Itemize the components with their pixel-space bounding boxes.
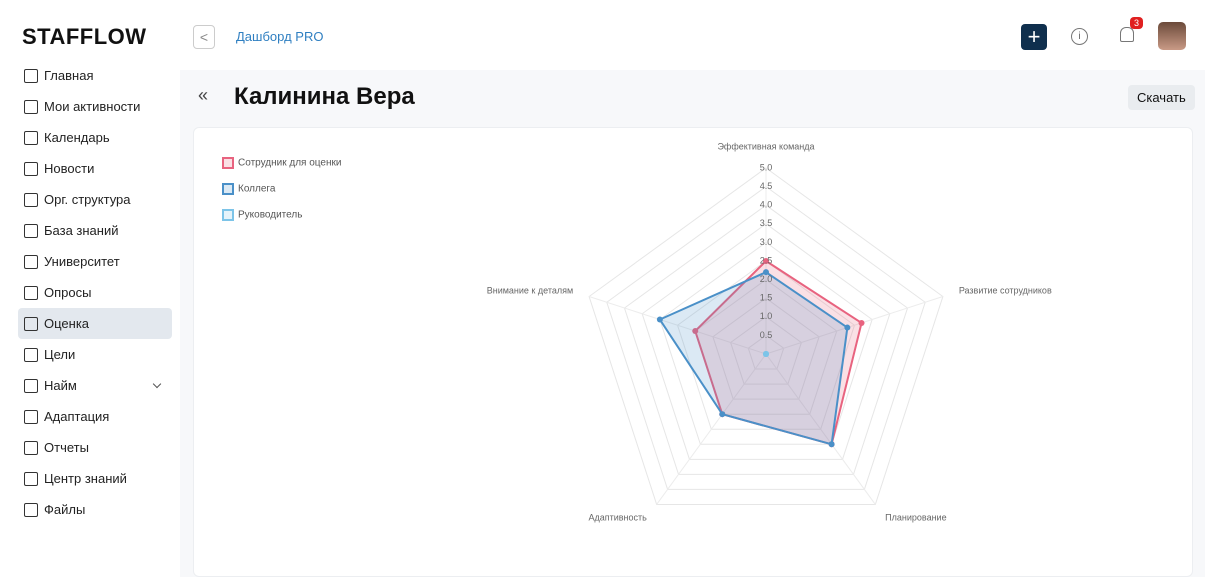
nav-label: Новости (44, 161, 94, 176)
nav-item[interactable]: Мои активности (18, 91, 172, 122)
nav-icon (24, 224, 38, 238)
nav-item[interactable]: Центр знаний (18, 463, 172, 494)
nav-icon (24, 472, 38, 486)
collapse-button[interactable]: « (198, 85, 208, 106)
tick-label: 2.0 (760, 274, 773, 284)
tick-label: 4.0 (760, 200, 773, 210)
legend-swatch (223, 158, 233, 168)
page-title: Калинина Вера (234, 83, 415, 111)
axis-label: Внимание к деталям (487, 286, 573, 296)
notifications[interactable] (1120, 27, 1134, 42)
nav-icon (24, 193, 38, 207)
tick-label: 3.5 (760, 218, 773, 228)
legend-label: Сотрудник для оценки (238, 158, 341, 169)
nav-item[interactable]: Отчеты (18, 432, 172, 463)
nav-label: Университет (44, 254, 120, 269)
axis-label: Адаптивность (588, 512, 647, 522)
notification-badge: 3 (1130, 17, 1143, 29)
legend-swatch (223, 184, 233, 194)
series-point (829, 441, 835, 447)
nav-label: Главная (44, 68, 93, 83)
nav-icon (24, 317, 38, 331)
chart: Эффективная команда Развитие сотрудников П… (194, 128, 1192, 576)
nav-label: База знаний (44, 223, 119, 238)
tick-label: 4.5 (760, 181, 773, 191)
axis-label: Эффективная команда (717, 142, 814, 152)
nav-label: Найм (44, 378, 77, 393)
nav-icon (24, 131, 38, 145)
nav-item[interactable]: Найм (18, 370, 172, 401)
nav-item[interactable]: Новости (18, 153, 172, 184)
legend-label: Коллега (238, 184, 276, 195)
nav-item[interactable]: Календарь (18, 122, 172, 153)
tick-label: 0.5 (760, 330, 773, 340)
nav-label: Календарь (44, 130, 110, 145)
nav-label: Орг. структура (44, 192, 131, 207)
nav-label: Оценка (44, 316, 89, 331)
back-button[interactable]: < (193, 25, 215, 49)
tick-label: 2.5 (760, 255, 773, 265)
nav-item[interactable]: Оценка (18, 308, 172, 339)
nav-icon (24, 69, 38, 83)
legend-label: Руководитель (238, 210, 302, 221)
tick-label: 1.0 (760, 311, 773, 321)
breadcrumb[interactable]: Дашборд PRO (236, 29, 323, 44)
nav-label: Цели (44, 347, 75, 362)
nav-item[interactable]: Адаптация (18, 401, 172, 432)
nav-item[interactable]: Цели (18, 339, 172, 370)
sidebar: Главная Мои активности Календарь Новости Орг… (18, 60, 172, 525)
series-point (763, 351, 769, 357)
axis-label: Планирование (885, 512, 946, 522)
series-point (719, 411, 725, 417)
nav-icon (24, 348, 38, 362)
add-button[interactable]: + (1021, 24, 1047, 50)
download-button[interactable]: Скачать (1128, 85, 1195, 110)
axis-label: Развитие сотрудников (959, 286, 1052, 296)
nav-item[interactable]: Файлы (18, 494, 172, 525)
tick-label: 1.5 (760, 293, 773, 303)
avatar[interactable] (1158, 22, 1186, 50)
nav-item[interactable]: База знаний (18, 215, 172, 246)
nav-item[interactable]: Главная (18, 60, 172, 91)
nav-label: Отчеты (44, 440, 89, 455)
nav-item[interactable]: Опросы (18, 277, 172, 308)
nav-icon (24, 100, 38, 114)
tick-label: 3.0 (760, 237, 773, 247)
nav-label: Мои активности (44, 99, 140, 114)
chart-panel: Эффективная команда Развитие сотрудников П… (193, 127, 1193, 577)
series-point (657, 317, 663, 323)
nav-icon (24, 162, 38, 176)
legend-swatch (223, 210, 233, 220)
nav-icon (24, 410, 38, 424)
series-point (859, 320, 865, 326)
tick-label: 5.0 (760, 162, 773, 172)
nav-icon (24, 441, 38, 455)
nav-label: Файлы (44, 502, 85, 517)
page: STAFFLOW Главная Мои активности Календарь Н… (0, 0, 1205, 577)
logo: STAFFLOW (22, 24, 147, 50)
info-button[interactable]: i (1071, 28, 1088, 45)
nav-icon (24, 286, 38, 300)
series-point (844, 325, 850, 331)
nav-label: Центр знаний (44, 471, 127, 486)
nav-item[interactable]: Орг. структура (18, 184, 172, 215)
nav-icon (24, 255, 38, 269)
nav-label: Опросы (44, 285, 91, 300)
nav-item[interactable]: Университет (18, 246, 172, 277)
nav-icon (24, 379, 38, 393)
nav-label: Адаптация (44, 409, 109, 424)
nav-icon (24, 503, 38, 517)
